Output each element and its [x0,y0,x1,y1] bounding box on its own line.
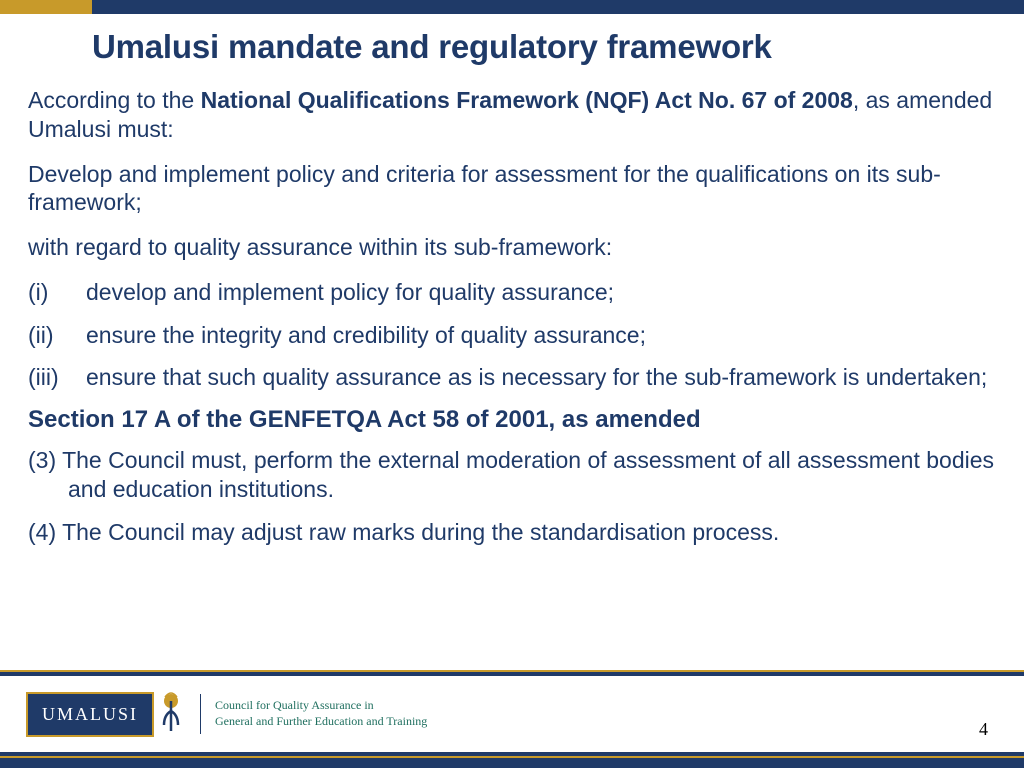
divider-lower-accent [0,756,1024,758]
list-item: (ii) ensure the integrity and credibilit… [28,321,1014,350]
paragraph-qa-intro: with regard to quality assurance within … [28,233,1014,262]
list-item: (i) develop and implement policy for qua… [28,278,1014,307]
footer-line-2: General and Further Education and Traini… [215,714,427,730]
list-item: (iii) ensure that such quality assurance… [28,363,1014,392]
paragraph-develop: Develop and implement policy and criteri… [28,160,1014,218]
slide-title: Umalusi mandate and regulatory framework [92,28,772,66]
umalusi-logo: UMALUSI [26,692,154,737]
page-number: 4 [979,719,988,740]
footer: UMALUSI Council for Quality Assurance in… [26,688,427,740]
list-text: ensure the integrity and credibility of … [86,321,1014,350]
list-num: (iii) [28,363,86,392]
list-num: (ii) [28,321,86,350]
intro-bold: National Qualifications Framework (NQF) … [201,87,853,113]
emblem-icon [156,691,186,737]
divider-upper [0,670,1024,676]
top-bar-accent [0,0,92,14]
divider-lower [0,752,1024,768]
list-text: ensure that such quality assurance as is… [86,363,1014,392]
footer-line-1: Council for Quality Assurance in [215,698,427,714]
subsection-4: (4) The Council may adjust raw marks dur… [28,518,1014,547]
slide: Umalusi mandate and regulatory framework… [0,0,1024,768]
section-heading: Section 17 A of the GENFETQA Act 58 of 2… [28,406,1014,434]
top-bar [0,0,1024,14]
list-num: (i) [28,278,86,307]
list-text: develop and implement policy for quality… [86,278,1014,307]
footer-divider [200,694,201,734]
intro-paragraph: According to the National Qualifications… [28,86,1014,144]
subsection-3: (3) The Council must, perform the extern… [28,446,1014,504]
intro-pre: According to the [28,87,201,113]
slide-content: According to the National Qualifications… [28,86,1014,560]
footer-text: Council for Quality Assurance in General… [215,698,427,729]
